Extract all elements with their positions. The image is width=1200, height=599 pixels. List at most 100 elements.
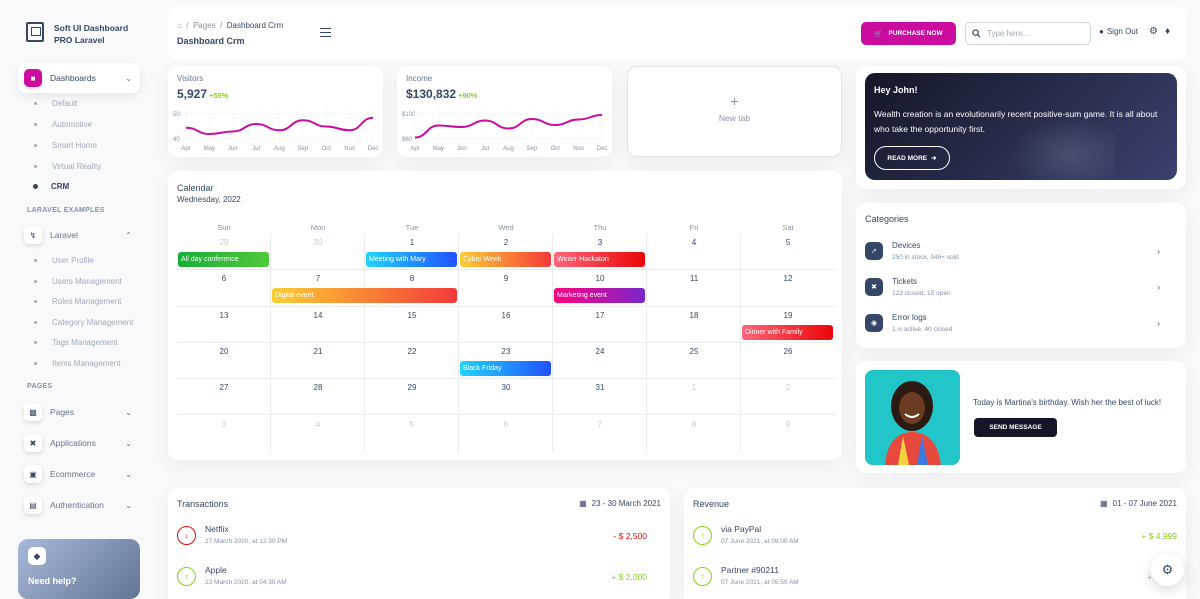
calendar-cell[interactable] <box>741 234 835 271</box>
sub-item-default[interactable]: Default <box>34 99 77 108</box>
settings-gear-icon[interactable]: ⚙ <box>1149 26 1158 37</box>
chevron-right-icon[interactable]: › <box>1157 247 1160 256</box>
calendar-cell[interactable] <box>459 270 553 307</box>
calendar-cell[interactable] <box>271 379 365 416</box>
sub-item-users-management[interactable]: Users Management <box>34 277 122 286</box>
calendar-cell[interactable] <box>365 379 459 416</box>
sub-item-virtual-reality[interactable]: Virtual Reality <box>34 162 101 171</box>
nav-applications[interactable]: ✖ Applications ⌄ <box>18 428 140 458</box>
calendar-cell[interactable] <box>177 234 271 271</box>
calendar-cell[interactable] <box>177 306 271 343</box>
sub-item-automotive[interactable]: Automotive <box>34 120 92 129</box>
calendar-cell[interactable] <box>741 379 835 416</box>
calendar-cell[interactable] <box>553 415 647 452</box>
sign-out-link[interactable]: ● Sign Out <box>1099 27 1138 36</box>
category-row-error-logs[interactable]: ◉ Error logs 1 is active, 40 closed › <box>865 310 1165 340</box>
calendar-cell[interactable] <box>553 379 647 416</box>
calendar-cell[interactable] <box>271 342 365 380</box>
calendar-event[interactable]: Winter Hackaton <box>554 252 645 267</box>
calendar-cell[interactable] <box>647 306 741 343</box>
send-message-button[interactable]: SEND MESSAGE <box>974 418 1057 437</box>
sign-out-label: Sign Out <box>1106 27 1138 36</box>
calendar-date-number: 26 <box>783 346 793 356</box>
hero-title: Hey John! <box>874 85 918 95</box>
nav-laravel[interactable]: ↯ Laravel ⌃ <box>18 220 140 250</box>
calendar-cell[interactable] <box>365 234 459 271</box>
calendar-cell[interactable] <box>177 379 271 416</box>
calendar-cell[interactable] <box>741 307 835 343</box>
sub-item-smart-home[interactable]: Smart Home <box>34 141 97 150</box>
calendar-cell[interactable] <box>271 234 365 271</box>
purchase-now-button[interactable]: 🛒 PURCHASE NOW <box>861 22 956 45</box>
calendar-cell[interactable] <box>459 234 553 271</box>
calendar-cell[interactable] <box>177 270 271 307</box>
calendar-event[interactable]: Marketing event <box>554 288 645 304</box>
transaction-date: 27 March 2020, at 12:30 PM <box>205 538 288 545</box>
sub-item-user-profile[interactable]: User Profile <box>34 256 94 265</box>
sub-item-tags-management[interactable]: Tags Management <box>34 338 118 347</box>
bullet-icon <box>33 184 38 189</box>
calendar-cell[interactable] <box>459 306 553 343</box>
new-tab-card[interactable]: + New tab <box>627 66 842 157</box>
calendar-cell[interactable] <box>553 234 647 271</box>
category-row-tickets[interactable]: ✖ Tickets 123 closed, 15 open › <box>865 274 1165 304</box>
transactions-range-text: 23 - 30 March 2021 <box>591 499 661 508</box>
calendar-event[interactable]: Cyber Week <box>460 252 551 267</box>
nav-applications-label: Applications <box>50 438 96 448</box>
configurator-gear-button[interactable]: ⚙ <box>1151 553 1184 586</box>
calendar-cell[interactable] <box>177 415 271 452</box>
calendar-event[interactable]: Dinner with Family <box>742 324 833 340</box>
calendar-cell[interactable] <box>365 306 459 343</box>
sub-item-category-management[interactable]: Category Management <box>34 318 133 327</box>
sub-item-crm[interactable]: CRM <box>33 182 69 191</box>
sub-item-items-management[interactable]: Items Management <box>34 359 120 368</box>
category-desc: 123 closed, 15 open <box>892 290 951 297</box>
calendar-cell[interactable] <box>553 306 647 343</box>
chevron-right-icon[interactable]: › <box>1157 319 1160 328</box>
calendar-cell[interactable] <box>647 234 741 271</box>
calendar-cell[interactable] <box>459 379 553 416</box>
calendar-cell[interactable] <box>177 342 271 380</box>
search-input[interactable] <box>987 29 1082 38</box>
calendar-cell[interactable] <box>365 415 459 452</box>
nav-ecommerce[interactable]: ▣ Ecommerce ⌄ <box>18 459 140 489</box>
calendar-cell[interactable] <box>553 342 647 380</box>
hamburger-menu-icon[interactable] <box>320 28 331 37</box>
calendar-date-number: 22 <box>407 346 417 356</box>
calendar-cell[interactable] <box>459 342 553 380</box>
breadcrumb-pages[interactable]: Pages <box>192 21 216 30</box>
calendar-cell[interactable] <box>647 342 741 380</box>
chevron-right-icon[interactable]: › <box>1157 283 1160 292</box>
calendar-date-number: 31 <box>595 383 605 393</box>
calendar-cell[interactable] <box>741 270 835 307</box>
read-more-button[interactable]: READ MORE ➔ <box>874 146 950 170</box>
home-icon[interactable]: ⌂ <box>177 21 182 30</box>
nav-dashboards[interactable]: ■ Dashboards ⌄ <box>18 63 140 93</box>
calendar-cell[interactable] <box>365 342 459 380</box>
brand[interactable]: Soft UI Dashboard PRO Laravel <box>26 22 129 46</box>
transactions-title: Transactions <box>177 499 229 509</box>
calendar-cell[interactable] <box>741 343 835 380</box>
calendar-subtitle: Wednesday, 2022 <box>177 195 241 204</box>
calendar-cell[interactable] <box>365 270 459 307</box>
calendar-event[interactable]: Meeting with Mary <box>366 252 457 267</box>
calendar-date-number: 8 <box>691 419 697 429</box>
nav-authentication[interactable]: ▤ Authentication ⌄ <box>18 490 140 520</box>
calendar-event[interactable]: Digital event <box>272 288 457 304</box>
calendar-cell[interactable] <box>647 379 741 416</box>
calendar-cell[interactable] <box>647 415 741 452</box>
calendar-icon: ▦ <box>579 499 587 508</box>
nav-pages[interactable]: ▩ Pages ⌄ <box>18 397 140 427</box>
sub-item-roles-management[interactable]: Roles Management <box>34 297 121 306</box>
category-row-devices[interactable]: ➚ Devices 250 in stock, 346+ sold › <box>865 238 1165 268</box>
calendar-event[interactable]: Black Friday <box>460 360 551 376</box>
calendar-cell[interactable] <box>647 270 741 307</box>
notifications-bell-icon[interactable]: ♦ <box>1165 26 1171 37</box>
calendar-cell[interactable] <box>271 415 365 452</box>
cart-icon: 🛒 <box>874 30 883 38</box>
help-card[interactable]: ◆ Need help? <box>18 539 140 599</box>
calendar-cell[interactable] <box>271 306 365 343</box>
calendar-cell[interactable] <box>553 270 647 307</box>
calendar-event[interactable]: All day conference <box>178 252 269 267</box>
calendar-cell[interactable] <box>459 415 553 452</box>
